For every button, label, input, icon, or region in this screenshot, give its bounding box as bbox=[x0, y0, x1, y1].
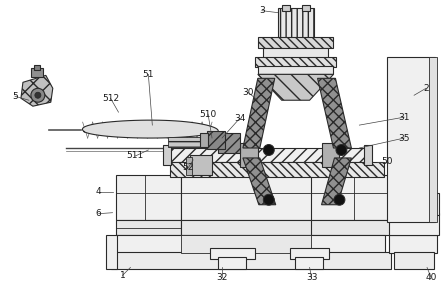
Bar bbox=[414, 193, 439, 215]
Bar bbox=[168, 137, 203, 147]
Text: 32: 32 bbox=[216, 273, 228, 282]
Circle shape bbox=[263, 145, 274, 155]
Bar bbox=[282, 5, 290, 11]
Bar bbox=[394, 252, 434, 269]
Bar bbox=[163, 145, 171, 165]
Bar bbox=[110, 252, 391, 269]
Bar bbox=[207, 131, 225, 149]
Bar bbox=[322, 143, 339, 167]
Bar bbox=[34, 65, 40, 70]
Bar bbox=[263, 48, 329, 59]
Text: 4: 4 bbox=[96, 187, 101, 196]
Text: 30: 30 bbox=[242, 88, 254, 97]
Bar bbox=[218, 133, 240, 153]
Bar bbox=[302, 5, 310, 11]
Bar bbox=[186, 157, 192, 175]
Text: 6: 6 bbox=[96, 209, 101, 218]
Bar bbox=[200, 133, 208, 147]
Polygon shape bbox=[82, 120, 218, 138]
Text: 35: 35 bbox=[398, 134, 410, 143]
Text: 511: 511 bbox=[127, 151, 144, 160]
Bar bbox=[389, 213, 439, 235]
Text: 40: 40 bbox=[425, 273, 437, 282]
Polygon shape bbox=[318, 78, 351, 148]
Text: 50: 50 bbox=[381, 157, 393, 166]
Bar bbox=[170, 162, 384, 177]
Bar bbox=[389, 235, 437, 252]
Text: 2: 2 bbox=[423, 84, 429, 93]
Bar bbox=[181, 220, 311, 235]
Bar bbox=[240, 143, 258, 167]
Polygon shape bbox=[258, 74, 334, 100]
Text: 34: 34 bbox=[234, 114, 245, 123]
Bar bbox=[190, 155, 212, 175]
Bar bbox=[310, 220, 391, 235]
Bar bbox=[218, 257, 246, 269]
Circle shape bbox=[334, 194, 345, 205]
Text: 512: 512 bbox=[102, 94, 119, 103]
Text: 31: 31 bbox=[398, 113, 410, 122]
Bar bbox=[258, 67, 334, 74]
Bar bbox=[290, 247, 330, 260]
Bar bbox=[310, 175, 391, 220]
Polygon shape bbox=[243, 158, 276, 205]
Polygon shape bbox=[21, 75, 53, 106]
Bar bbox=[105, 235, 117, 269]
Circle shape bbox=[35, 92, 41, 98]
Bar bbox=[278, 8, 314, 37]
Text: 3: 3 bbox=[259, 6, 264, 15]
Polygon shape bbox=[243, 78, 275, 148]
Text: 1: 1 bbox=[120, 271, 125, 280]
Bar bbox=[117, 175, 181, 220]
Bar bbox=[429, 57, 437, 222]
Text: 51: 51 bbox=[143, 70, 154, 79]
Bar bbox=[181, 175, 311, 220]
Text: 33: 33 bbox=[306, 273, 317, 282]
Text: 5: 5 bbox=[12, 92, 18, 101]
Bar bbox=[117, 235, 385, 252]
Polygon shape bbox=[322, 158, 351, 205]
Bar bbox=[117, 220, 181, 235]
Bar bbox=[255, 57, 337, 67]
Bar bbox=[31, 68, 43, 77]
Text: 52: 52 bbox=[183, 163, 194, 173]
Bar bbox=[258, 37, 334, 48]
Circle shape bbox=[31, 88, 45, 102]
Bar bbox=[387, 57, 435, 222]
Bar bbox=[181, 235, 311, 252]
Bar bbox=[295, 257, 323, 269]
Circle shape bbox=[263, 194, 274, 205]
Bar bbox=[210, 247, 255, 260]
Bar bbox=[364, 145, 372, 165]
Bar bbox=[168, 148, 367, 162]
Text: 510: 510 bbox=[199, 110, 217, 119]
Circle shape bbox=[336, 145, 347, 155]
